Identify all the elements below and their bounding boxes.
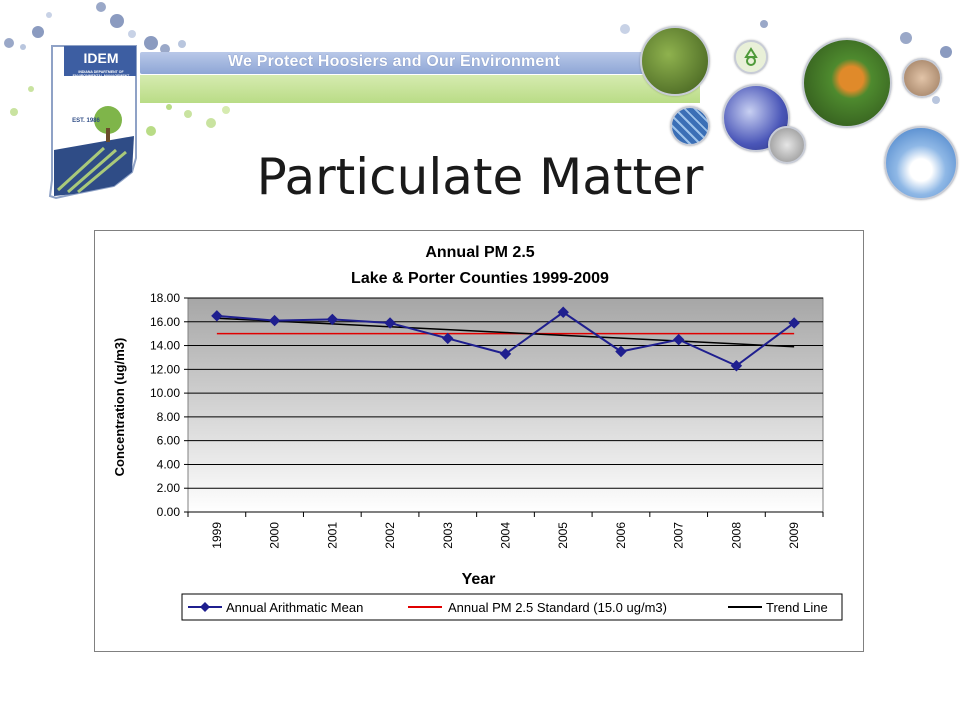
- x-tick-label: 2008: [729, 522, 743, 549]
- x-tick-label: 1999: [210, 522, 224, 549]
- y-tick-label: 4.00: [157, 457, 181, 471]
- handshake-photo: [902, 58, 942, 98]
- banner-green-band: [140, 75, 700, 103]
- x-tick-label: 2003: [441, 522, 455, 549]
- y-tick-label: 6.00: [157, 434, 181, 448]
- sky-clouds-photo: [884, 126, 958, 200]
- solar-panel-photo: [670, 106, 710, 146]
- x-tick-label: 2006: [614, 522, 628, 549]
- y-tick-label: 10.00: [150, 386, 180, 400]
- decorative-dot: [940, 46, 952, 58]
- data-point: [442, 332, 454, 345]
- x-tick-label: 2009: [787, 522, 801, 549]
- y-tick-label: 0.00: [157, 505, 181, 519]
- x-tick-label: 2002: [383, 522, 397, 549]
- decorative-dot: [160, 44, 170, 54]
- x-tick-label: 2001: [325, 522, 339, 549]
- decorative-dot: [28, 86, 34, 92]
- plot-area: [187, 297, 824, 513]
- x-tick-label: 2007: [672, 522, 686, 549]
- x-axis-title: Year: [462, 571, 496, 588]
- butterfly-photo: [802, 38, 892, 128]
- logo-subtitle: INDIANA DEPARTMENT OF ENVIRONMENTAL MANA…: [72, 70, 130, 78]
- y-tick-label: 12.00: [150, 362, 180, 376]
- decorative-dot: [932, 96, 940, 104]
- decorative-dot: [96, 2, 106, 12]
- logo-title: IDEM: [83, 50, 119, 66]
- y-tick-label: 14.00: [150, 339, 180, 353]
- legend-label: Annual PM 2.5 Standard (15.0 ug/m3): [448, 600, 667, 615]
- recycle-icon: [734, 40, 768, 74]
- decorative-dot: [760, 20, 768, 28]
- decorative-dot: [32, 26, 44, 38]
- y-tick-label: 16.00: [150, 315, 180, 329]
- legend-marker: [200, 602, 210, 612]
- data-point: [499, 348, 512, 360]
- chart-title: Annual PM 2.5: [425, 244, 535, 261]
- y-tick-label: 8.00: [157, 410, 181, 424]
- banner-slogan-band: [140, 52, 700, 74]
- data-point: [788, 317, 800, 329]
- decorative-dot: [46, 12, 52, 18]
- decorative-dot: [620, 24, 630, 34]
- data-point: [326, 313, 339, 326]
- x-tick-label: 2004: [499, 522, 513, 549]
- decorative-dot: [166, 104, 172, 110]
- fern-photo: [640, 26, 710, 96]
- decorative-dot: [146, 126, 156, 136]
- decorative-dot: [178, 40, 186, 48]
- idem-logo: [48, 45, 137, 200]
- data-point: [211, 310, 223, 322]
- chart-subtitle: Lake & Porter Counties 1999-2009: [351, 270, 609, 287]
- decorative-dot: [4, 38, 14, 48]
- data-point: [268, 314, 281, 327]
- x-tick-label: 2005: [556, 522, 570, 549]
- decorative-dot: [110, 14, 124, 28]
- decorative-dot: [20, 44, 26, 50]
- slogan-text: We Protect Hoosiers and Our Environment: [228, 53, 561, 70]
- legend-label: Trend Line: [766, 600, 828, 615]
- data-point: [384, 317, 396, 329]
- header-banner: We Protect Hoosiers and Our Environment …: [0, 0, 960, 200]
- decorative-dot: [206, 118, 216, 128]
- y-axis-title: Concentration (ug/m3): [112, 338, 127, 477]
- metal-cans-photo: [768, 126, 806, 164]
- decorative-dot: [144, 36, 158, 50]
- decorative-dot: [900, 32, 912, 44]
- legend-label: Annual Arithmatic Mean: [226, 600, 363, 615]
- legend-box: [181, 593, 843, 621]
- slide-title: Particulate Matter: [256, 148, 704, 206]
- y-tick-label: 2.00: [157, 481, 181, 495]
- decorative-dot: [222, 106, 230, 114]
- decorative-dot: [128, 30, 136, 38]
- y-tick-label: 18.00: [150, 291, 180, 305]
- series-line-trend-line: [216, 317, 795, 348]
- data-point: [672, 333, 685, 346]
- data-point: [615, 345, 627, 358]
- logo-established: EST. 1986: [72, 118, 100, 124]
- decorative-dot: [10, 108, 18, 116]
- data-point: [557, 306, 569, 318]
- decorative-dot: [184, 110, 192, 118]
- x-tick-label: 2000: [268, 522, 282, 549]
- data-point: [730, 360, 743, 372]
